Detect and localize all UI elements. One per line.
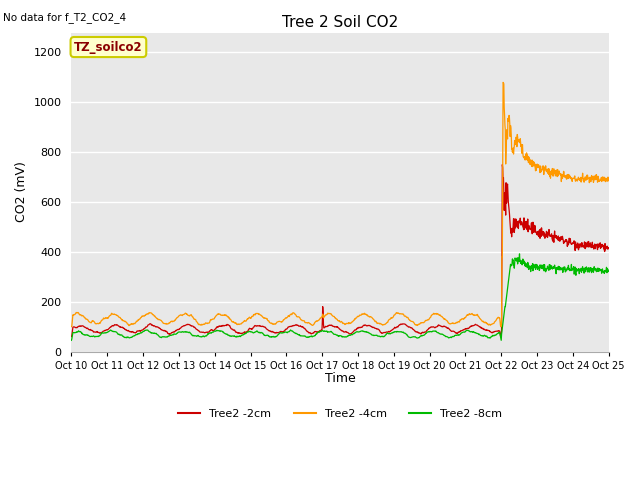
Legend: Tree2 -2cm, Tree2 -4cm, Tree2 -8cm: Tree2 -2cm, Tree2 -4cm, Tree2 -8cm — [173, 405, 506, 424]
Y-axis label: CO2 (mV): CO2 (mV) — [15, 162, 28, 222]
Text: No data for f_T2_CO2_4: No data for f_T2_CO2_4 — [3, 12, 126, 23]
Title: Tree 2 Soil CO2: Tree 2 Soil CO2 — [282, 15, 398, 30]
X-axis label: Time: Time — [324, 372, 355, 385]
Text: TZ_soilco2: TZ_soilco2 — [74, 40, 143, 54]
